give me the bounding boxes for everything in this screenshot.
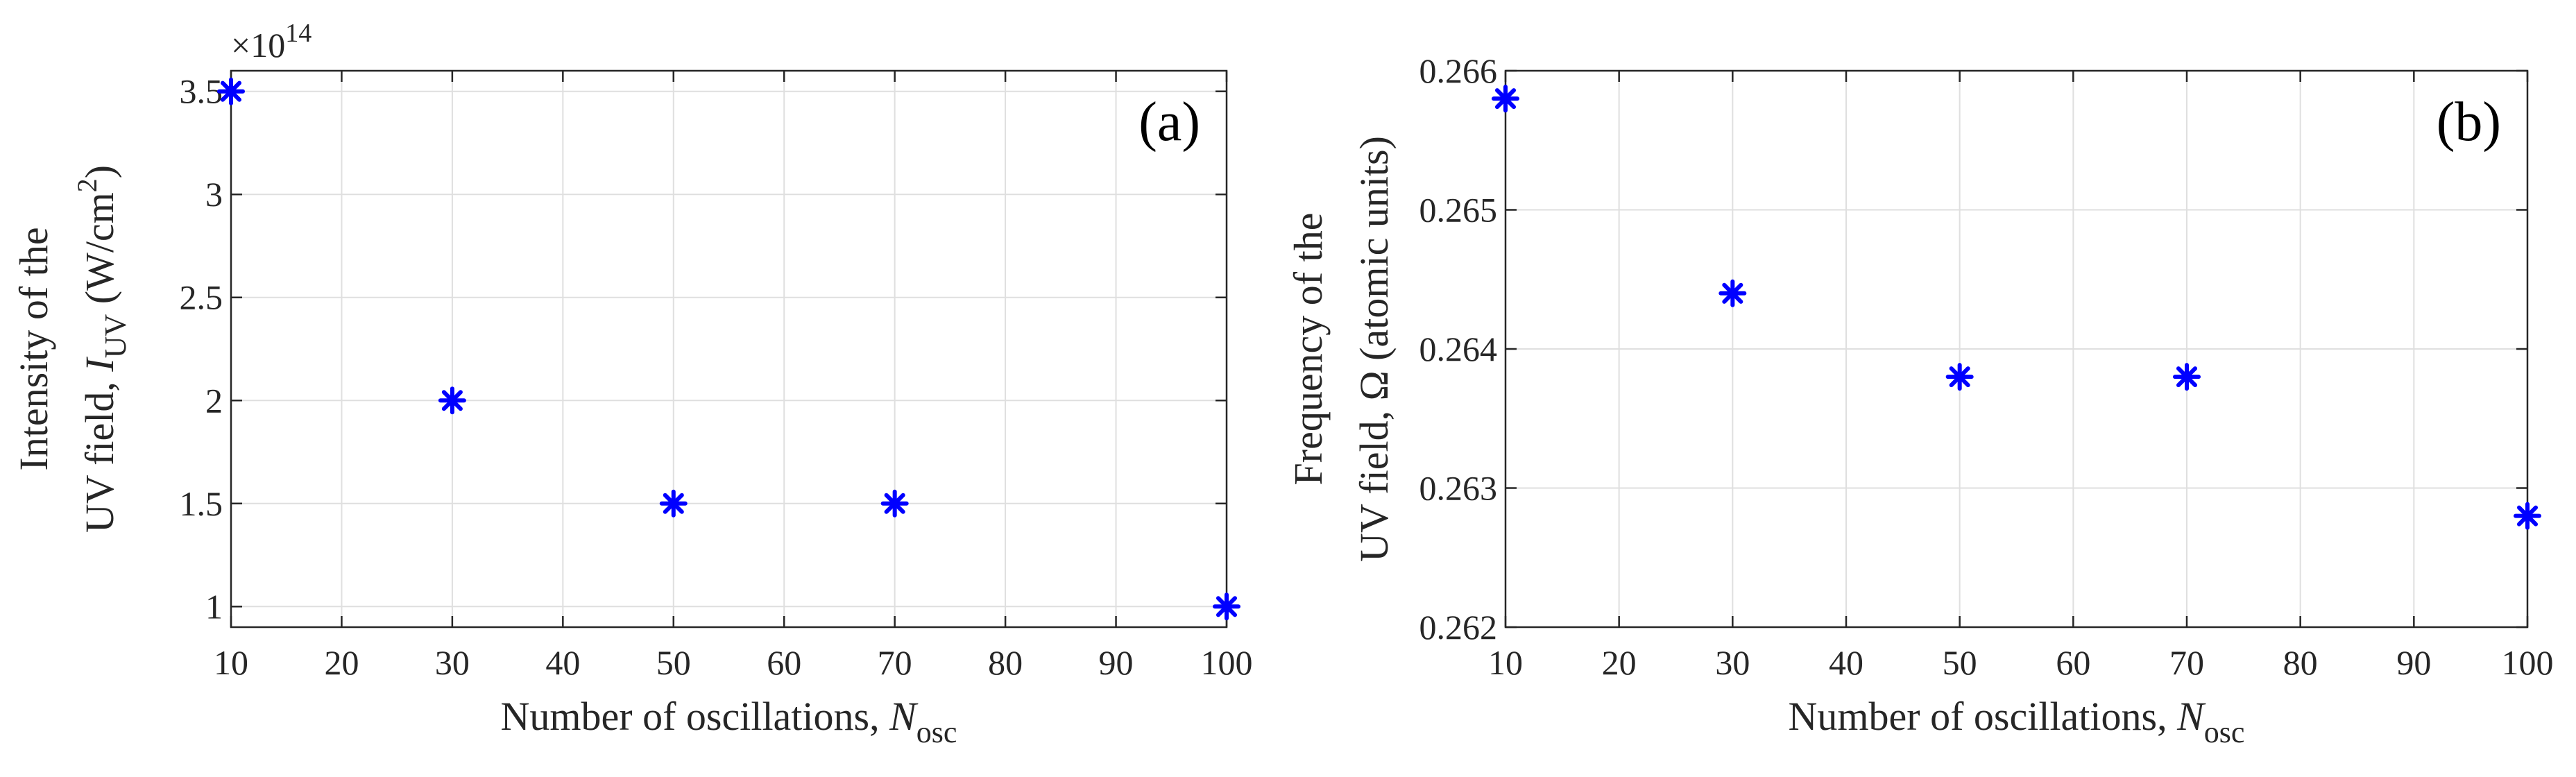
data-point: [1718, 279, 1747, 307]
x-tick-label: 80: [988, 643, 1023, 682]
x-tick-label: 50: [1943, 643, 1977, 682]
x-tick-label: 100: [1201, 643, 1253, 682]
marker-stroke: [220, 80, 242, 102]
x-axis-label: Number of oscillations, Nosc: [501, 694, 957, 749]
marker-stroke: [2516, 505, 2539, 527]
y-tick-label: 0.266: [1419, 51, 1498, 90]
x-tick-label: 60: [767, 643, 801, 682]
x-axis-label: Number of oscillations, Nosc: [1789, 694, 2245, 749]
x-tick-label: 50: [656, 643, 691, 682]
data-point: [1945, 363, 1974, 391]
panel-label: (b): [2437, 92, 2501, 153]
x-tick-label: 30: [1715, 643, 1750, 682]
x-tick-label: 90: [1099, 643, 1134, 682]
marker-stroke: [1494, 88, 1517, 110]
panel-a: 10 20 30 40 50 60 70 80 90 100 1 1.5 2 2.5 3 3.5×1014 Nu…: [11, 19, 1253, 749]
data-point: [438, 386, 466, 415]
y-label-var: I: [77, 357, 122, 373]
y-label-prefix: UV field,: [77, 372, 122, 533]
y-label-sub: UV: [99, 314, 133, 359]
y-tick-label: 0.262: [1419, 608, 1498, 647]
y-tick-label: 0.265: [1419, 191, 1498, 230]
plot-frame: [230, 69, 1228, 629]
marker-stroke: [1722, 282, 1743, 304]
x-tick-label: 100: [2502, 643, 2554, 682]
marker-stroke: [663, 493, 684, 514]
data-point: [1492, 85, 1519, 113]
y-axis-label-line2: UV field, IUV (W/cm2): [71, 165, 133, 533]
x-axis-label-sub: osc: [2204, 715, 2245, 749]
marker-stroke: [2176, 366, 2198, 388]
y-axis-label-line1: Frequency of the: [1286, 213, 1331, 486]
panel-label: (a): [1138, 92, 1200, 153]
x-tick-label: 10: [214, 643, 248, 682]
panel-b: 10 20 30 40 50 60 70 80 90 100 0.262 0.263 0.264 0.26…: [1286, 51, 2554, 749]
x-tick-label: 20: [324, 643, 359, 682]
y-tick-label: 1: [205, 587, 223, 626]
y-tick-label: 0.263: [1419, 469, 1498, 508]
y-label-unit-close: ): [77, 165, 122, 178]
data-point: [217, 77, 245, 105]
data-point: [2514, 502, 2541, 530]
y-label-unit: (W/cm: [77, 192, 122, 314]
data-point: [880, 489, 909, 518]
x-tick-label: 40: [1829, 643, 1863, 682]
grid: [230, 71, 1227, 627]
marker-stroke: [884, 493, 905, 514]
x-tick-label: 70: [878, 643, 912, 682]
x-tick-label: 80: [2283, 643, 2318, 682]
x-tick-label: 10: [1488, 643, 1523, 682]
y-tick-label: 2.5: [180, 278, 223, 317]
y-label-unit-sup: 2: [71, 178, 103, 192]
x-axis-label-sub: osc: [916, 715, 957, 749]
y-axis-label-line1: Intensity of the: [11, 227, 56, 470]
y-exponent-label: ×1014: [231, 19, 312, 65]
data-point: [659, 489, 688, 518]
data-point: [1213, 592, 1240, 621]
grid: [1505, 70, 2528, 628]
x-tick-label: 70: [2169, 643, 2204, 682]
y-tick-label: 0.264: [1419, 330, 1498, 368]
x-tick-label: 90: [2396, 643, 2431, 682]
marker-stroke: [441, 390, 463, 411]
y-axis-label-line2: UV field, Ω (atomic units): [1351, 136, 1397, 562]
exponent-base: ×10: [231, 26, 285, 65]
y-tick-label: 3: [205, 175, 223, 214]
y-tick-label: 2: [205, 381, 223, 420]
marker-stroke: [1949, 366, 1970, 388]
marker-stroke: [1216, 596, 1238, 617]
y-tick-label: 3.5: [180, 72, 223, 111]
x-tick-label: 60: [2056, 643, 2090, 682]
x-tick-label: 40: [545, 643, 580, 682]
data-point: [2173, 363, 2201, 391]
exponent-power: 14: [285, 19, 312, 48]
y-tick-label: 1.5: [180, 484, 223, 523]
x-tick-label: 20: [1602, 643, 1637, 682]
x-axis-label-var: N: [2176, 694, 2206, 739]
x-axis-label-text: Number of oscillations,: [1789, 694, 2178, 739]
x-axis-label-var: N: [889, 694, 919, 739]
x-axis-label-text: Number of oscillations,: [501, 694, 890, 739]
x-tick-label: 30: [435, 643, 470, 682]
